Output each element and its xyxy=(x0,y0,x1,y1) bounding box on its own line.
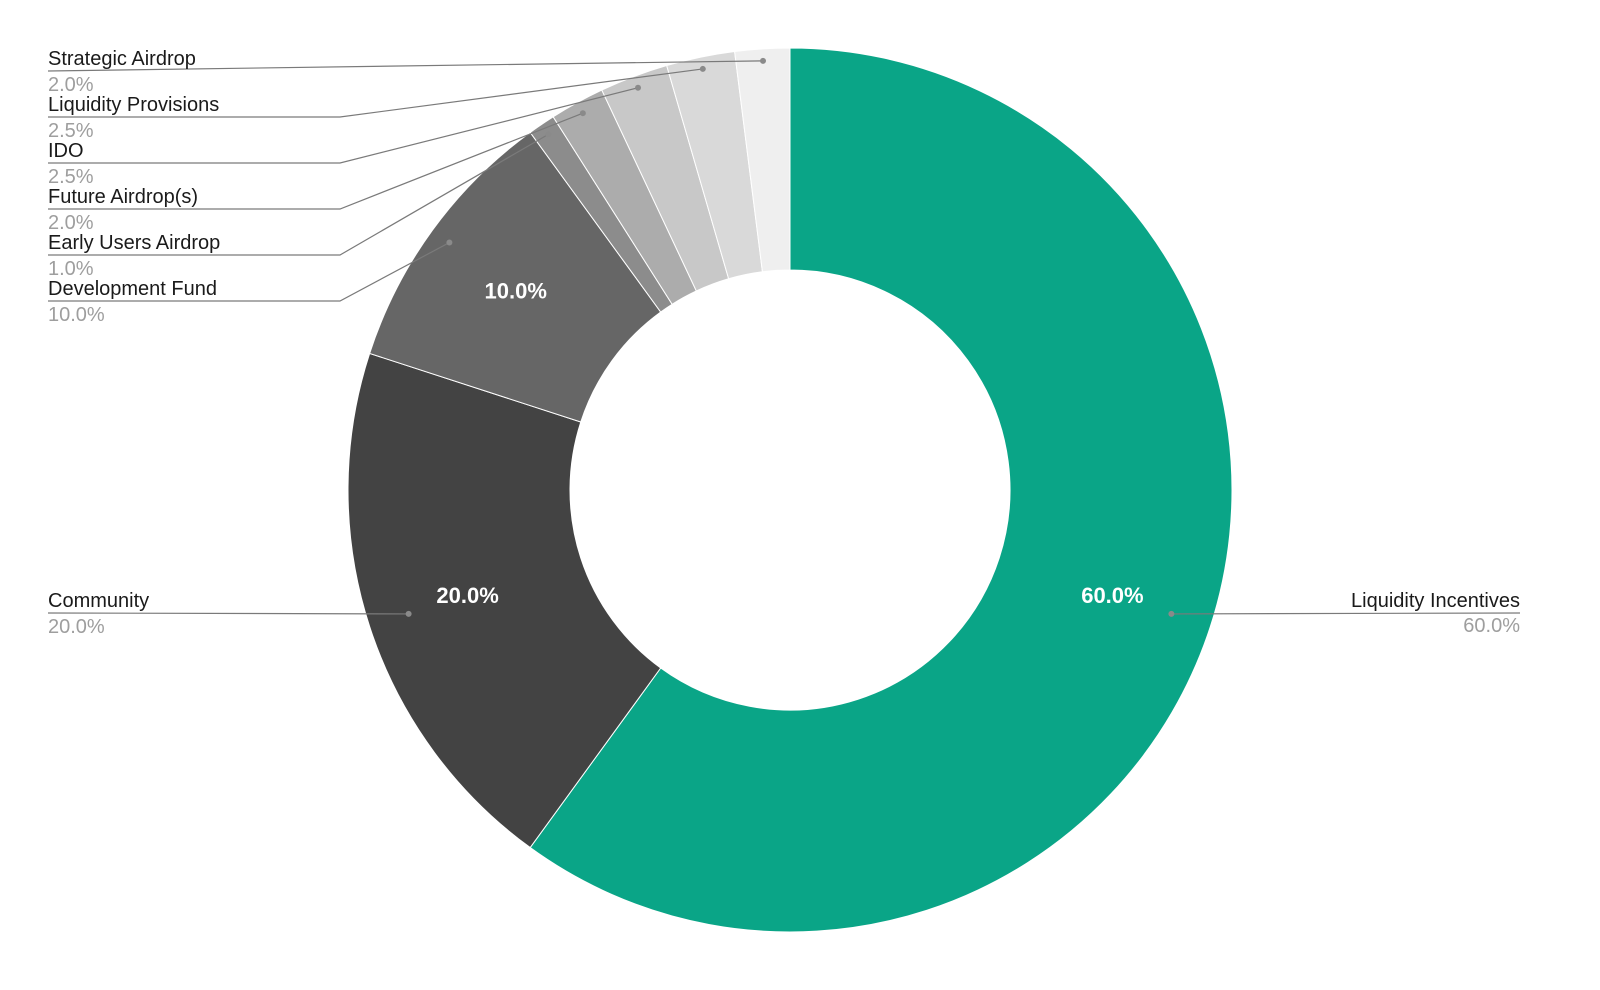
leader-dot xyxy=(760,57,767,64)
callout-name: Development Fund xyxy=(48,278,217,300)
callout-name: Community xyxy=(48,590,149,612)
leader-line xyxy=(48,68,703,118)
callout-name: Liquidity Incentives xyxy=(1351,590,1520,612)
callout-percent: 2.0% xyxy=(48,212,94,234)
leader-dot xyxy=(545,131,552,138)
callout-name: Liquidity Provisions xyxy=(48,94,219,116)
leader-line xyxy=(1171,612,1521,615)
callout-community: Community 20.0% xyxy=(47,590,412,638)
callout-percent: 2.5% xyxy=(48,166,94,188)
leader-line xyxy=(47,612,409,615)
leader-dot xyxy=(446,239,453,246)
callout-name: Early Users Airdrop xyxy=(48,232,220,254)
callout-percent: 1.0% xyxy=(48,258,94,280)
inner-label-liquidity-incentives: 60.0% xyxy=(1081,583,1143,608)
inner-label-development-fund: 10.0% xyxy=(485,279,547,304)
leader-dot xyxy=(579,110,586,117)
callout-name: IDO xyxy=(48,140,84,162)
callout-percent: 10.0% xyxy=(48,304,105,326)
leader-line xyxy=(47,60,764,72)
slice-inner-labels: 60.0% 20.0% 10.0% xyxy=(436,279,1143,608)
leader-line xyxy=(48,242,450,302)
leader-dot xyxy=(699,65,706,72)
callout-percent: 2.5% xyxy=(48,120,94,142)
callout-early-users-airdrop: Early Users Airdrop 1.0% xyxy=(48,131,552,280)
leader-dot xyxy=(635,84,642,91)
callout-future-airdrop-s: Future Airdrop(s) 2.0% xyxy=(48,110,586,234)
leader-line xyxy=(48,112,584,210)
leader-line xyxy=(48,133,549,256)
leader-line xyxy=(48,87,639,164)
slice-community xyxy=(347,352,662,849)
callout-name: Strategic Airdrop xyxy=(48,48,196,70)
callout-liquidity-provisions: Liquidity Provisions 2.5% xyxy=(48,65,706,142)
donut-slices xyxy=(347,47,1233,933)
slice-liquidity-incentives xyxy=(529,47,1233,933)
slice-strategic-airdrop xyxy=(734,47,791,273)
callout-strategic-airdrop: Strategic Airdrop 2.0% xyxy=(47,48,767,96)
callout-percent: 2.0% xyxy=(48,74,94,96)
callout-percent: 20.0% xyxy=(48,616,105,638)
leader-dot xyxy=(1168,610,1175,617)
callout-name: Future Airdrop(s) xyxy=(48,186,198,208)
callout-percent: 60.0% xyxy=(1463,615,1520,637)
callout-development-fund: Development Fund 10.0% xyxy=(48,239,453,326)
callout-labels: Liquidity Incentives 60.0% Community 20.0% D… xyxy=(47,48,1520,638)
leader-dot xyxy=(405,610,412,617)
inner-label-community: 20.0% xyxy=(436,583,498,608)
callout-liquidity-incentives: Liquidity Incentives 60.0% xyxy=(1168,590,1520,637)
